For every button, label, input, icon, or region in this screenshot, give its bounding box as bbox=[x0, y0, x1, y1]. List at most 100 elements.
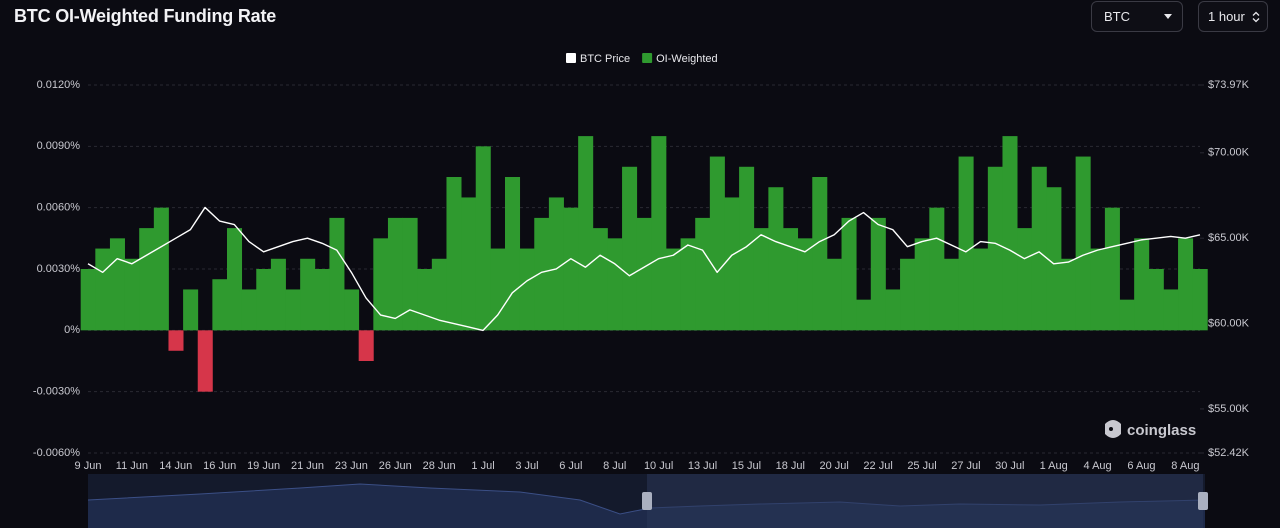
funding-bar bbox=[768, 187, 784, 331]
funding-bar bbox=[373, 238, 389, 331]
interval-select[interactable]: 1 hour bbox=[1198, 1, 1268, 32]
funding-bar bbox=[841, 217, 857, 331]
funding-bar bbox=[358, 330, 374, 361]
x-tick-label: 23 Jun bbox=[335, 460, 368, 472]
watermark: coinglass bbox=[1127, 422, 1196, 439]
y2-tick-label: $60.00K bbox=[1208, 317, 1250, 329]
funding-bar bbox=[783, 228, 799, 331]
x-tick-label: 14 Jun bbox=[159, 460, 192, 472]
funding-bar bbox=[665, 248, 681, 331]
coin-select-value: BTC bbox=[1104, 9, 1130, 24]
funding-bar bbox=[1090, 248, 1106, 331]
legend-label: OI-Weighted bbox=[656, 53, 718, 65]
funding-bar bbox=[270, 258, 286, 331]
y-tick-label: 0.0030% bbox=[37, 263, 81, 275]
funding-bar bbox=[885, 289, 901, 331]
funding-bar bbox=[1002, 136, 1018, 331]
x-tick-label: 9 Jun bbox=[75, 460, 102, 472]
funding-bar bbox=[329, 217, 345, 331]
x-tick-label: 6 Aug bbox=[1127, 460, 1155, 472]
y-tick-label: 0.0090% bbox=[37, 140, 81, 152]
funding-bar bbox=[607, 238, 623, 331]
funding-bar bbox=[1104, 207, 1120, 331]
x-tick-label: 20 Jul bbox=[820, 460, 849, 472]
funding-bar bbox=[943, 258, 959, 331]
caret bbox=[1252, 11, 1260, 22]
funding-bar bbox=[651, 136, 667, 331]
funding-bar bbox=[124, 258, 140, 331]
funding-bar bbox=[212, 279, 228, 331]
y-tick-label: 0.0120% bbox=[37, 79, 81, 91]
x-tick-label: 3 Jul bbox=[515, 460, 538, 472]
y2-tick-label: $73.97K bbox=[1208, 79, 1250, 91]
navigator-handle[interactable] bbox=[642, 492, 652, 510]
y2-tick-label: $65.00K bbox=[1208, 232, 1250, 244]
funding-bar bbox=[1046, 187, 1062, 331]
interval-select-value: 1 hour bbox=[1208, 9, 1245, 24]
funding-bar bbox=[153, 207, 169, 331]
funding-bar bbox=[139, 228, 155, 331]
x-tick-label: 28 Jun bbox=[423, 460, 456, 472]
x-tick-label: 1 Jul bbox=[471, 460, 494, 472]
funding-bar bbox=[1017, 228, 1033, 331]
funding-bar bbox=[724, 197, 740, 331]
funding-bar bbox=[344, 289, 360, 331]
y2-tick-label: $55.00K bbox=[1208, 403, 1250, 415]
x-tick-label: 8 Jul bbox=[603, 460, 626, 472]
caret bbox=[1164, 14, 1172, 19]
funding-bar bbox=[519, 248, 535, 331]
funding-bar bbox=[1178, 238, 1194, 331]
funding-bar bbox=[534, 217, 550, 331]
funding-bar bbox=[578, 136, 594, 331]
funding-bar bbox=[592, 228, 608, 331]
x-tick-label: 15 Jul bbox=[732, 460, 761, 472]
x-tick-label: 18 Jul bbox=[776, 460, 805, 472]
funding-bar bbox=[1163, 289, 1179, 331]
funding-bar bbox=[241, 289, 257, 331]
funding-bar bbox=[900, 258, 916, 331]
funding-bar bbox=[973, 248, 989, 331]
y-tick-label: 0.0060% bbox=[37, 202, 81, 214]
funding-bar bbox=[797, 238, 813, 331]
funding-bar bbox=[183, 289, 199, 331]
y2-tick-label: $70.00K bbox=[1208, 147, 1250, 159]
funding-bar bbox=[300, 258, 316, 331]
funding-bar bbox=[914, 238, 930, 331]
navigator-window[interactable] bbox=[647, 474, 1203, 528]
funding-bar bbox=[929, 207, 945, 331]
x-tick-label: 26 Jun bbox=[379, 460, 412, 472]
funding-bar bbox=[431, 258, 447, 331]
x-tick-label: 1 Aug bbox=[1040, 460, 1068, 472]
legend-label: BTC Price bbox=[580, 53, 630, 65]
funding-bar bbox=[461, 197, 477, 331]
funding-bar bbox=[1134, 238, 1150, 331]
funding-bar bbox=[402, 217, 418, 331]
y-tick-label: 0% bbox=[64, 324, 80, 336]
funding-bar bbox=[870, 217, 886, 331]
navigator-handle[interactable] bbox=[1198, 492, 1208, 510]
funding-bar bbox=[636, 217, 652, 331]
x-tick-label: 11 Jun bbox=[116, 460, 148, 472]
funding-bar bbox=[1192, 269, 1208, 331]
legend-swatch bbox=[566, 53, 576, 63]
funding-bar bbox=[695, 217, 711, 331]
funding-bar bbox=[446, 177, 462, 331]
funding-bar bbox=[753, 228, 769, 331]
funding-bar bbox=[563, 207, 579, 331]
funding-bar bbox=[826, 258, 842, 331]
funding-bar bbox=[314, 269, 330, 331]
x-tick-label: 22 Jul bbox=[863, 460, 892, 472]
plot-area bbox=[80, 84, 1208, 454]
funding-bar bbox=[987, 166, 1003, 331]
funding-bar bbox=[475, 146, 491, 331]
funding-bar bbox=[680, 238, 696, 331]
x-tick-label: 13 Jul bbox=[688, 460, 717, 472]
x-tick-label: 4 Aug bbox=[1084, 460, 1112, 472]
x-tick-label: 8 Aug bbox=[1171, 460, 1199, 472]
funding-bar bbox=[709, 156, 725, 331]
funding-bar bbox=[80, 269, 96, 331]
coin-select[interactable]: BTC bbox=[1091, 1, 1183, 32]
